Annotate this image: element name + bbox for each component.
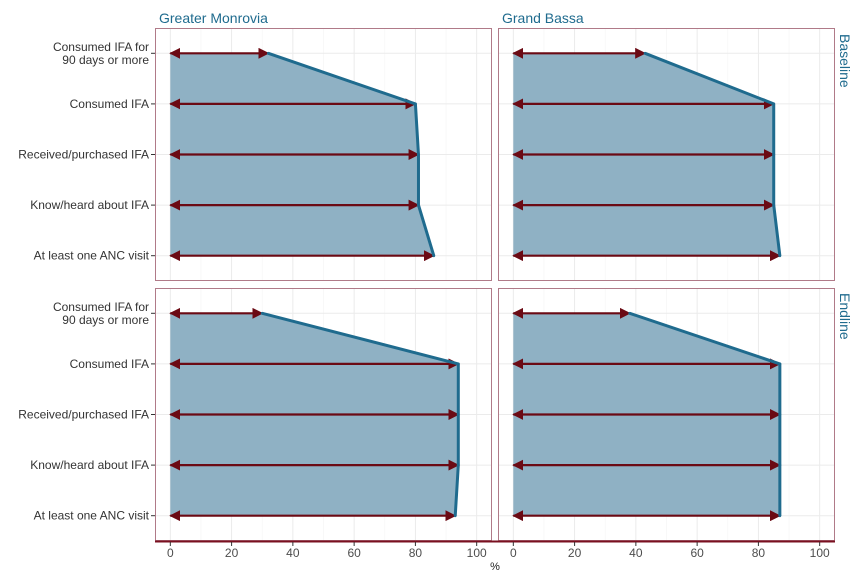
x-tick-label: 20 [225,546,239,560]
panel-0-1 [498,28,835,281]
data-point [456,413,460,416]
category-label: At least one ANC visit [34,249,150,263]
panel-1-1 [498,288,835,541]
data-point [453,514,457,518]
x-tick-label: 80 [752,546,766,560]
x-axis-title: % [490,561,500,573]
data-point [778,254,782,258]
data-point [772,153,776,156]
category-label-line: 90 days or more [62,53,149,67]
data-point [778,362,782,366]
category-label-line: At least one ANC visit [34,249,150,263]
x-tick-label: 80 [409,546,423,560]
panel-border [498,28,835,281]
category-label: Consumed IFA for 90 days or more [53,40,149,67]
category-label-line: Consumed IFA [70,97,149,111]
category-label: At least one ANC visit [34,509,150,523]
data-point [778,514,782,518]
x-tick-label: 60 [690,546,704,560]
data-point [772,102,776,106]
category-label: Consumed IFA [70,357,149,371]
data-point [266,51,270,55]
category-label-line: 90 days or more [62,313,149,327]
facet-column-label: Greater Monrovia [159,10,268,26]
x-tick-label: 40 [286,546,300,560]
category-label-line: Consumed IFA for [53,300,149,314]
data-point [417,203,420,207]
category-label-line: Consumed IFA for [53,40,149,54]
x-tick-label: 40 [629,546,643,560]
category-label: Know/heard about IFA [30,198,149,212]
x-tick-label: 0 [167,546,174,560]
category-label: Received/purchased IFA [18,408,149,422]
category-label-line: Consumed IFA [70,357,149,371]
category-label-line: At least one ANC visit [34,509,150,523]
data-point [778,463,782,467]
category-label: Received/purchased IFA [18,148,149,162]
facet-row-label: Endline [837,293,853,340]
data-point [772,203,776,207]
category-label: Know/heard about IFA [30,458,149,472]
category-label-line: Know/heard about IFA [30,458,149,472]
category-label-line: Know/heard about IFA [30,198,149,212]
data-point [417,153,420,156]
data-point [778,413,782,416]
x-tick-label: 100 [810,546,830,560]
data-point [432,254,436,258]
category-label: Consumed IFA [70,97,149,111]
x-tick-label: 0 [510,546,517,560]
data-point [643,51,647,55]
data-point [414,102,417,106]
data-point [260,311,264,315]
data-point [456,463,460,467]
panel-0-0 [155,28,492,281]
facet-row-label: Baseline [837,34,853,88]
x-tick-label: 20 [568,546,582,560]
x-tick-label: 60 [347,546,361,560]
data-point [628,311,632,315]
panel-border [155,28,492,281]
category-label-line: Received/purchased IFA [18,148,149,162]
x-tick-label: 100 [467,546,487,560]
category-label: Consumed IFA for 90 days or more [53,300,149,327]
panel-1-0 [155,288,492,541]
facet-column-label: Grand Bassa [502,10,584,26]
data-point [456,362,460,366]
category-label-line: Received/purchased IFA [18,408,149,422]
